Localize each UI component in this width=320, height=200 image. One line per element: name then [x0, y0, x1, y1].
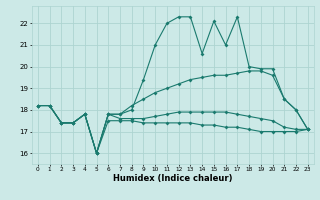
- X-axis label: Humidex (Indice chaleur): Humidex (Indice chaleur): [113, 174, 233, 183]
